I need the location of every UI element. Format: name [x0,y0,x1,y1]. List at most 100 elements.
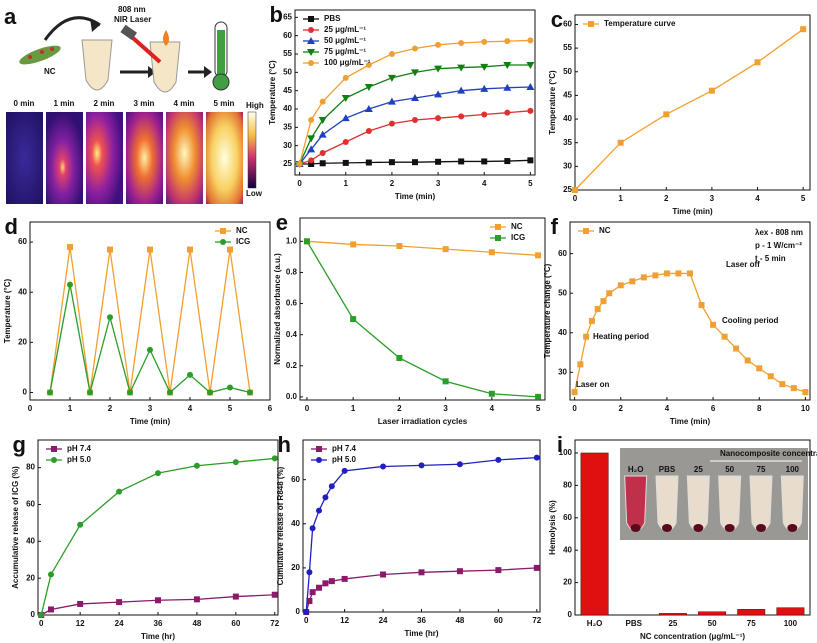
x-tick-label: 2 [664,194,669,203]
x-tick-label: 5 [228,404,233,413]
marker [388,120,395,127]
marker [495,224,501,230]
x-tick-label: 1 [344,179,349,188]
series-line [574,28,804,191]
thermal-image [206,112,243,204]
thermometer-fill [217,30,225,75]
y-tick-label: 55 [283,49,292,58]
y-tick-label: 30 [558,367,567,376]
marker [435,41,442,48]
marker [412,45,418,52]
marker [318,130,327,138]
marker [220,228,226,234]
x-tick-label: 2 [619,404,624,413]
marker [167,389,173,396]
time-label: 3 min [134,99,155,108]
y-tick-label: 60 [283,31,292,40]
marker [675,270,682,277]
marker [307,145,316,153]
legend-label: 100 μg/mL⁻¹ [324,58,371,67]
marker [577,361,584,368]
marker [220,239,226,245]
marker [572,187,578,193]
y-tick-label: 50 [558,288,567,297]
legend-label: Temperature curve [604,19,676,28]
annotation: Heating period [593,332,649,341]
y-tick-label: 60 [563,513,572,522]
marker [698,302,705,309]
y-tick-label: 25 [283,159,292,168]
marker [412,117,418,123]
laser-label: 808 nm [118,5,146,14]
marker [710,321,717,328]
x-axis-label: Time (min) [395,192,436,201]
panel-label: d [5,214,18,239]
time-label: 5 min [214,99,235,108]
marker [629,278,636,285]
x-tick-label: H₂O [587,619,603,628]
x-tick-label: 3 [710,194,715,203]
marker [435,115,442,122]
marker [350,316,357,323]
marker [652,272,659,279]
marker [721,333,728,340]
marker [480,63,489,71]
panel-label: a [4,4,17,29]
pellet [787,524,798,532]
marker [341,114,350,122]
x-axis-label: Time (min) [672,207,713,216]
marker [802,389,809,396]
marker [308,161,315,167]
x-tick-label: 2 [390,179,395,188]
marker [322,494,329,501]
marker [583,333,590,340]
time-label: 4 min [174,99,195,108]
marker [147,346,153,353]
marker [316,584,323,591]
x-tick-label: 1 [618,194,623,203]
x-tick-label: 3 [443,404,448,413]
marker [116,488,123,495]
nanocomposite [19,45,61,65]
marker [663,111,670,118]
inset-tube-label: 50 [725,465,734,474]
marker [588,21,594,27]
y-tick-label: 40 [18,287,27,296]
color-scale [247,111,257,189]
y-tick-label: 50 [283,67,292,76]
marker [316,507,323,514]
x-tick-label: 75 [747,619,756,628]
bar [776,607,805,616]
y-tick-label: 0 [568,610,573,619]
plot-frame [574,439,811,616]
marker [418,569,425,576]
marker [307,49,315,56]
marker [458,158,465,165]
marker [307,135,316,143]
marker [481,158,488,165]
time-label: 1 min [54,99,75,108]
series-line [306,241,539,398]
legend-label: pH 5.0 [67,455,92,464]
marker [387,74,396,82]
marker [316,457,322,463]
inset-tube-label: 100 [786,465,800,474]
plot-frame [574,14,811,191]
y-axis-label: Temperature (°C) [268,60,277,125]
marker [296,161,303,167]
x-tick-label: 0 [305,404,310,413]
marker [411,69,419,77]
marker [434,90,443,98]
marker [319,150,326,156]
time-label: 2 min [94,99,115,108]
x-tick-label: 10 [801,404,810,413]
x-tick-label: 4 [188,404,193,413]
annotation: Laser on [576,380,609,389]
marker [526,83,535,90]
marker [227,246,233,253]
laser-beam [131,36,162,64]
marker [411,94,419,101]
marker [107,246,113,253]
marker [457,64,466,72]
marker [271,591,278,598]
